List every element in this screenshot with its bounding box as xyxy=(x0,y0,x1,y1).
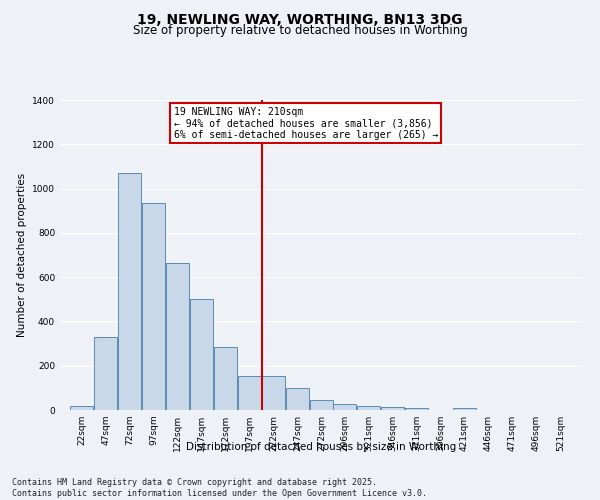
Bar xyxy=(94,337,117,410)
Text: Size of property relative to detached houses in Worthing: Size of property relative to detached ho… xyxy=(133,24,467,37)
Y-axis label: Number of detached properties: Number of detached properties xyxy=(17,173,26,337)
Bar xyxy=(238,376,261,410)
Bar xyxy=(357,406,380,410)
Bar xyxy=(262,376,285,410)
Bar xyxy=(381,406,404,410)
Bar xyxy=(333,404,356,410)
Text: 19 NEWLING WAY: 210sqm
← 94% of detached houses are smaller (3,856)
6% of semi-d: 19 NEWLING WAY: 210sqm ← 94% of detached… xyxy=(174,106,438,140)
Bar xyxy=(286,388,309,410)
Text: Distribution of detached houses by size in Worthing: Distribution of detached houses by size … xyxy=(186,442,456,452)
Bar xyxy=(310,400,333,410)
Bar xyxy=(166,263,189,410)
Bar xyxy=(142,203,165,410)
Bar xyxy=(118,173,141,410)
Text: 19, NEWLING WAY, WORTHING, BN13 3DG: 19, NEWLING WAY, WORTHING, BN13 3DG xyxy=(137,12,463,26)
Text: Contains HM Land Registry data © Crown copyright and database right 2025.
Contai: Contains HM Land Registry data © Crown c… xyxy=(12,478,427,498)
Bar xyxy=(190,300,213,410)
Bar xyxy=(70,406,93,410)
Bar xyxy=(405,408,428,410)
Bar xyxy=(453,408,476,410)
Bar xyxy=(214,347,237,410)
